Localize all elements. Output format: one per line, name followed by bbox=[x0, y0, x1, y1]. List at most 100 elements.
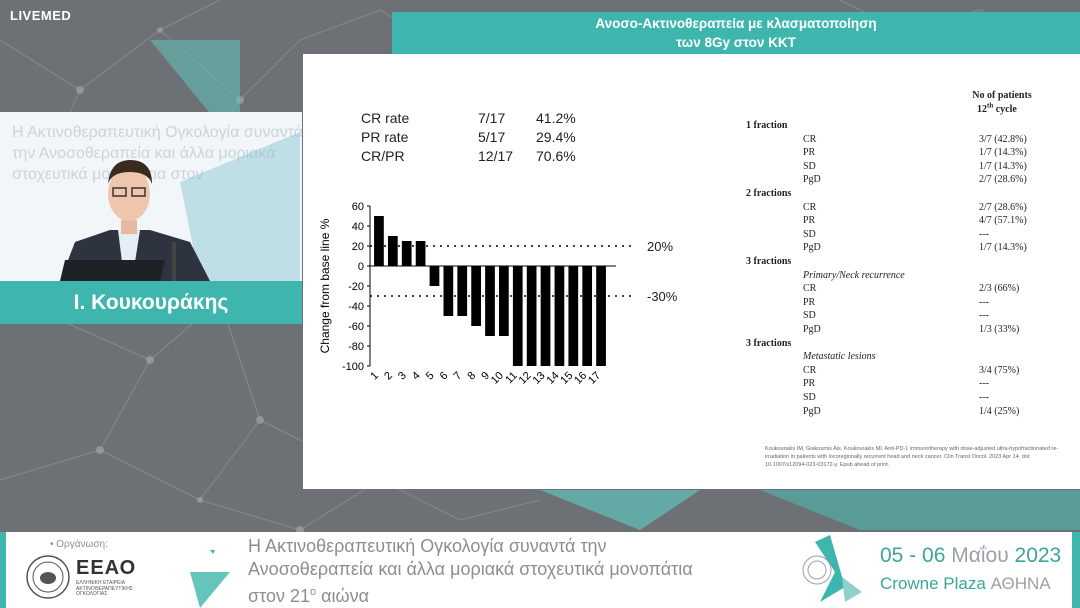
response-label: SD bbox=[803, 228, 816, 240]
x-tick-label: 6 bbox=[438, 370, 451, 383]
response-label: PR bbox=[803, 296, 816, 308]
speaker-name: Ι. Κουκουράκης bbox=[73, 291, 229, 314]
y-tick-label: -40 bbox=[348, 301, 364, 313]
response-value: --- bbox=[979, 378, 989, 390]
x-tick-label: 4 bbox=[410, 370, 423, 383]
slide-title-bar: Ανοσο-Ακτινοθεραπεία με κλασματοποίηση τ… bbox=[392, 12, 1080, 54]
group-subtitle: Metastatic lesions bbox=[803, 351, 876, 363]
logo-text: LIVEMED bbox=[10, 8, 72, 23]
eeao-seal-icon bbox=[26, 555, 70, 599]
bar bbox=[401, 241, 412, 266]
reference-line-label: 20% bbox=[647, 239, 673, 254]
rate-percent: 29.4% bbox=[536, 129, 576, 145]
rate-label: CR/PR bbox=[361, 148, 405, 164]
response-value: 3/4 (75%) bbox=[979, 364, 1020, 376]
group-title: 3 fractions bbox=[746, 256, 792, 267]
response-value: --- bbox=[979, 228, 989, 240]
y-tick-label: -60 bbox=[348, 321, 364, 333]
rate-count: 7/17 bbox=[478, 110, 506, 126]
response-value: 2/3 (66%) bbox=[979, 283, 1020, 295]
rate-count: 5/17 bbox=[478, 129, 506, 145]
bar bbox=[540, 266, 551, 366]
org-name: ΕΕΑΟ bbox=[76, 557, 137, 579]
group-subtitle: Primary/Neck recurrence bbox=[803, 269, 905, 281]
x-tick-label: 7 bbox=[452, 370, 465, 383]
response-value: 1/4 (25%) bbox=[979, 405, 1020, 417]
group-title: 1 fraction bbox=[746, 120, 788, 131]
response-label: PgD bbox=[803, 174, 821, 186]
rate-percent: 70.6% bbox=[536, 148, 576, 164]
x-tick-label: 2 bbox=[382, 370, 395, 383]
response-label: PR bbox=[803, 147, 816, 159]
x-tick-label: 3 bbox=[396, 370, 409, 383]
response-value: --- bbox=[979, 296, 989, 308]
speaker-figure bbox=[60, 132, 300, 281]
response-label: PR bbox=[803, 378, 816, 390]
table-header-line1: No of patients bbox=[972, 90, 1032, 101]
livemed-logo: LIVEMED bbox=[10, 8, 71, 23]
x-tick-label: 8 bbox=[465, 370, 478, 383]
speaker-video: Η Ακτινοθεραπευτική Ογκολογία συναντά τη… bbox=[0, 112, 302, 281]
response-label: PgD bbox=[803, 324, 821, 335]
x-tick-label: 17 bbox=[586, 370, 603, 387]
response-label: PR bbox=[803, 215, 816, 227]
reference-line-label: -30% bbox=[647, 289, 678, 304]
bar bbox=[554, 266, 565, 366]
y-tick-label: -20 bbox=[348, 281, 364, 293]
response-value: 1/3 (33%) bbox=[979, 324, 1020, 335]
rate-row: CR/PR 12/17 70.6% bbox=[361, 147, 576, 166]
table-header-line2: 12th cycle bbox=[977, 102, 1017, 116]
event-title: Η Ακτινοθεραπευτική Ογκολογία συναντά τη… bbox=[248, 535, 693, 608]
response-label: CR bbox=[803, 283, 817, 295]
response-label: SD bbox=[803, 160, 816, 172]
event-line2: Ανοσοθεραπεία και άλλα μοριακά στοχευτικ… bbox=[248, 559, 693, 579]
rate-label: CR rate bbox=[361, 110, 410, 126]
bar bbox=[512, 266, 523, 366]
response-value: 1/7 (14.3%) bbox=[979, 147, 1027, 159]
event-line3: στον 21ο αιώνα bbox=[248, 586, 369, 606]
response-value: 2/7 (28.6%) bbox=[979, 174, 1027, 186]
bar bbox=[429, 266, 440, 286]
y-tick-label: 20 bbox=[352, 241, 364, 253]
x-tick-label: 5 bbox=[424, 370, 437, 383]
speaker-name-bar: Ι. Κουκουράκης bbox=[0, 281, 302, 324]
waterfall-chart: 60 40 20 0 -20 -40 -60 -80 -100 Change from base … bbox=[318, 201, 678, 387]
rate-row: PR rate 5/17 29.4% bbox=[361, 128, 576, 147]
bar bbox=[568, 266, 579, 366]
y-tick-label: 60 bbox=[352, 201, 364, 213]
event-line1: Η Ακτινοθεραπευτική Ογκολογία συναντά τη… bbox=[248, 536, 607, 556]
rate-label: PR rate bbox=[361, 129, 409, 145]
org-subtitle: ΕΛΛΗΝΙΚΗ ΕΤΑΙΡΕΙΑ ΑΚΤΙΝΟΘΕΡΑΠΕΥΤΙΚΗΣ ΟΓΚΟΛ… bbox=[76, 580, 133, 597]
slide-title-line1: Ανοσο-Ακτινοθεραπεία με κλασματοποίηση bbox=[595, 16, 877, 31]
response-value: --- bbox=[979, 392, 989, 403]
response-label: SD bbox=[803, 392, 816, 403]
rate-count: 12/17 bbox=[478, 148, 514, 164]
bar bbox=[526, 266, 537, 366]
response-label: CR bbox=[803, 364, 817, 376]
bar bbox=[374, 216, 384, 266]
slide-content: CR rate 7/17 41.2% PR rate 5/17 29.4% CR/PR 12/… bbox=[303, 54, 1080, 489]
org-label: • Οργάνωση: bbox=[50, 539, 108, 550]
bar bbox=[582, 266, 593, 366]
y-tick-label: -80 bbox=[348, 341, 364, 353]
response-label: PgD bbox=[803, 242, 821, 254]
y-axis-label: Change from base line % bbox=[318, 218, 332, 353]
citation-reference: Koukourakis IM, Giakoumis Ais, Koukourak… bbox=[765, 446, 1059, 468]
rate-percent: 41.2% bbox=[536, 110, 576, 126]
group-title: 3 fractions bbox=[746, 337, 792, 349]
response-value: 2/7 (28.6%) bbox=[979, 201, 1027, 213]
bar bbox=[443, 266, 454, 316]
response-value: 4/7 (57.1%) bbox=[979, 215, 1027, 227]
bar bbox=[457, 266, 468, 316]
event-footer: • Οργάνωση: ΕΕΑΟ ΕΛΛΗΝΙΚΗ ΕΤΑΙΡΕΙΑ ΑΚΤΙΝΟ… bbox=[0, 532, 1080, 608]
event-venue: Crowne Plaza ΑΘΗΝΑ bbox=[880, 574, 1051, 593]
response-rates-table: CR rate 7/17 41.2% PR rate 5/17 29.4% CR/PR 12/… bbox=[361, 109, 576, 166]
response-value: 1/7 (14.3%) bbox=[979, 160, 1027, 172]
response-value: --- bbox=[979, 310, 989, 322]
bar bbox=[596, 266, 606, 366]
response-value: 3/7 (42.8%) bbox=[979, 133, 1027, 145]
group-title: 2 fractions bbox=[746, 188, 792, 199]
y-tick-label: -100 bbox=[342, 361, 364, 373]
response-value: 1/7 (14.3%) bbox=[979, 242, 1027, 254]
y-tick-label: 0 bbox=[358, 261, 364, 273]
